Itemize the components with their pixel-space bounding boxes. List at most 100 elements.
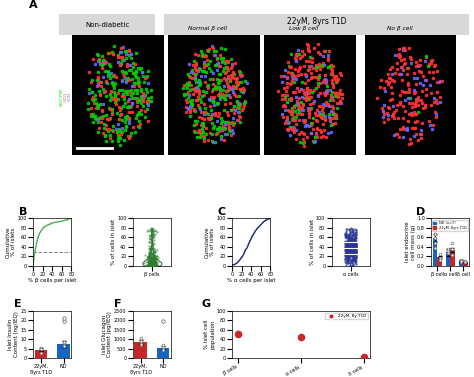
Point xyxy=(349,244,356,250)
Text: E: E xyxy=(14,299,22,309)
Point xyxy=(348,232,356,238)
Point xyxy=(148,256,155,262)
Point xyxy=(145,263,153,269)
Point xyxy=(351,257,358,263)
Point xyxy=(342,248,350,254)
Point xyxy=(150,261,157,267)
Point xyxy=(151,261,158,267)
Point xyxy=(346,244,354,250)
Point xyxy=(347,225,355,231)
Point xyxy=(344,253,351,259)
Point xyxy=(150,261,157,267)
Point xyxy=(151,262,159,268)
Point xyxy=(352,242,360,248)
Point xyxy=(151,259,158,265)
Point xyxy=(153,247,161,253)
Point xyxy=(345,263,352,269)
Point xyxy=(351,250,358,256)
Point xyxy=(347,246,355,252)
Point xyxy=(148,259,155,265)
Point xyxy=(147,259,155,265)
Point xyxy=(146,260,154,266)
Point xyxy=(345,235,353,241)
Point xyxy=(147,261,155,267)
Point xyxy=(347,243,355,249)
Point xyxy=(146,263,153,269)
Point xyxy=(144,254,151,260)
Point xyxy=(346,238,354,244)
Point xyxy=(149,245,157,251)
Point xyxy=(137,341,145,347)
Point xyxy=(346,242,353,248)
Point xyxy=(148,263,155,269)
Point xyxy=(146,262,154,268)
Point xyxy=(344,257,351,263)
Point xyxy=(151,256,158,262)
Point xyxy=(148,258,156,264)
Point xyxy=(342,242,350,248)
Point xyxy=(148,257,155,263)
Point xyxy=(344,254,351,260)
Point xyxy=(347,244,355,250)
Point xyxy=(352,246,359,252)
Point xyxy=(145,262,153,268)
Point xyxy=(148,260,155,266)
Text: 22yM, 8yrs T1D: 22yM, 8yrs T1D xyxy=(287,17,346,26)
Point xyxy=(146,254,153,260)
Point xyxy=(148,257,156,264)
Point xyxy=(147,225,155,231)
Point xyxy=(348,244,356,250)
Point xyxy=(151,262,158,268)
Point xyxy=(350,248,357,254)
Point xyxy=(146,261,153,267)
Point xyxy=(60,339,67,345)
Point xyxy=(342,249,350,255)
Point xyxy=(344,239,352,245)
Point xyxy=(345,251,352,257)
Point xyxy=(151,263,158,269)
Point xyxy=(352,234,360,241)
Point xyxy=(351,257,359,264)
Point xyxy=(347,237,355,243)
Point xyxy=(349,242,357,248)
Point xyxy=(345,259,353,265)
Point xyxy=(345,238,352,244)
Point xyxy=(153,253,161,259)
Point xyxy=(341,242,349,248)
Point xyxy=(148,258,156,264)
Point xyxy=(151,262,158,268)
Point xyxy=(147,259,155,265)
Point xyxy=(145,258,153,264)
Point xyxy=(151,261,159,267)
Point xyxy=(342,228,349,234)
Point xyxy=(344,243,352,249)
Point xyxy=(145,253,153,259)
Point xyxy=(344,250,352,256)
Point xyxy=(152,260,159,266)
Point xyxy=(351,243,359,249)
Point xyxy=(146,261,153,267)
Point xyxy=(352,238,359,244)
Point xyxy=(343,251,351,257)
Point xyxy=(348,247,356,253)
Point xyxy=(348,252,356,258)
Point xyxy=(343,233,351,239)
Point xyxy=(348,233,356,239)
Point xyxy=(150,228,158,234)
Bar xyxy=(134,342,147,358)
Point xyxy=(148,257,155,264)
Point xyxy=(145,235,153,241)
Point xyxy=(147,262,155,268)
Point xyxy=(351,258,358,264)
Point xyxy=(350,257,357,264)
Point xyxy=(448,241,456,247)
Point xyxy=(146,262,153,268)
Point xyxy=(352,247,360,253)
Point xyxy=(149,263,157,269)
Point xyxy=(147,261,155,267)
Point xyxy=(342,230,349,236)
Point xyxy=(344,248,351,254)
Point xyxy=(349,248,356,254)
Point xyxy=(152,260,160,266)
Point xyxy=(149,232,157,238)
